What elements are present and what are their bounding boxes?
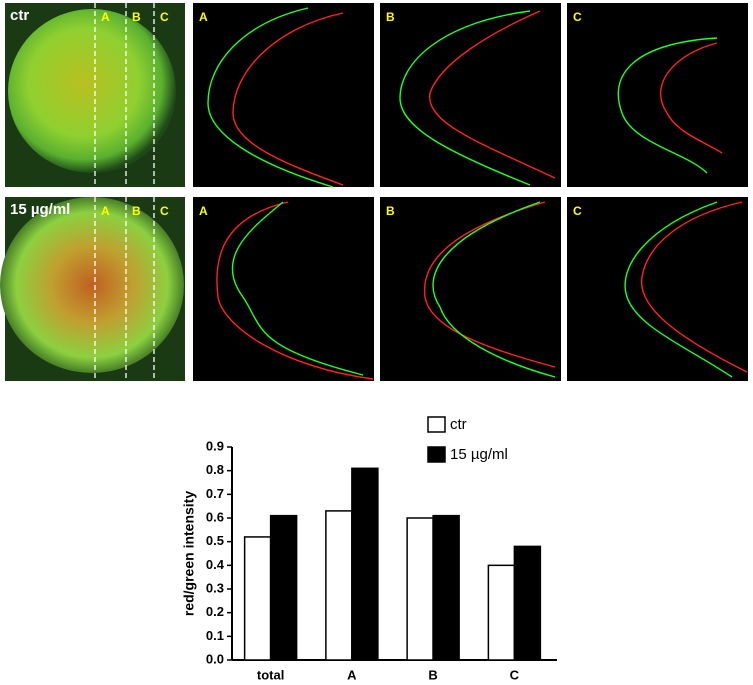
- y-tick-label: 0.2: [206, 604, 224, 619]
- profile-curves: [423, 201, 556, 378]
- y-tick-label: 0.9: [206, 438, 224, 453]
- profile-letter: C: [573, 204, 582, 218]
- profile-letter: C: [573, 10, 582, 24]
- profile-curve: [617, 37, 718, 174]
- profile-letter: B: [386, 204, 395, 218]
- profile-letter: A: [199, 204, 208, 218]
- x-tick-label: total: [257, 667, 284, 682]
- legend-label: 15 µg/ml: [450, 446, 508, 463]
- profile-panel: [567, 197, 748, 381]
- spheroid: [0, 197, 184, 373]
- profile-curve: [429, 10, 556, 179]
- section-letter: B: [132, 10, 141, 24]
- y-tick-label: 0.3: [206, 580, 224, 595]
- profile-letter: A: [199, 10, 208, 24]
- profile-curves: [624, 201, 748, 378]
- y-tick-label: 0.4: [206, 557, 225, 572]
- section-letter: B: [132, 204, 141, 218]
- profile-curves: [216, 201, 374, 380]
- image-label: 15 µg/ml: [10, 201, 70, 218]
- bar: [432, 514, 460, 661]
- bar: [269, 514, 298, 661]
- profile-curve: [231, 201, 364, 376]
- y-tick-label: 0.1: [206, 628, 224, 643]
- y-tick-label: 0.7: [206, 486, 224, 501]
- legend-label: ctr: [450, 416, 467, 433]
- y-axis-title: red/green intensity: [181, 491, 197, 616]
- x-tick-label: B: [428, 667, 437, 682]
- bar: [406, 517, 434, 661]
- profile-curve: [640, 201, 748, 373]
- section-letter: C: [160, 204, 169, 218]
- profile-curves: [207, 7, 344, 188]
- profile-letter: B: [386, 10, 395, 24]
- y-tick-label: 0.5: [206, 533, 224, 548]
- section-letter: A: [101, 204, 110, 218]
- profile-panel: [193, 3, 374, 187]
- legend-swatch: [427, 446, 446, 463]
- profile-curve: [660, 42, 723, 154]
- section-letter: A: [101, 10, 110, 24]
- legend-swatch: [427, 416, 446, 433]
- profile-curves: [617, 37, 723, 174]
- profile-curve: [399, 10, 531, 186]
- profile-curve: [216, 201, 374, 380]
- profile-curve: [432, 201, 556, 378]
- x-tick-label: C: [510, 667, 520, 682]
- profile-curve: [423, 201, 556, 368]
- image-label: ctr: [10, 7, 29, 24]
- profile-panel: [380, 197, 561, 381]
- profile-panel: [193, 197, 374, 381]
- y-tick-label: 0.6: [206, 509, 224, 524]
- profile-curve: [232, 12, 344, 186]
- y-tick-label: 0.0: [206, 651, 224, 666]
- bar: [513, 545, 542, 661]
- bar: [243, 536, 272, 661]
- spheroid: [8, 9, 176, 173]
- bar: [487, 564, 516, 661]
- y-tick-label: 0.8: [206, 462, 224, 477]
- bar: [325, 510, 353, 661]
- profile-curve: [207, 7, 334, 188]
- section-letter: C: [160, 10, 169, 24]
- profile-panel: [380, 3, 561, 187]
- x-tick-label: A: [347, 667, 357, 682]
- profile-panel: [567, 3, 748, 187]
- profile-curves: [399, 10, 556, 186]
- profile-curve: [624, 201, 733, 378]
- bar: [351, 467, 379, 661]
